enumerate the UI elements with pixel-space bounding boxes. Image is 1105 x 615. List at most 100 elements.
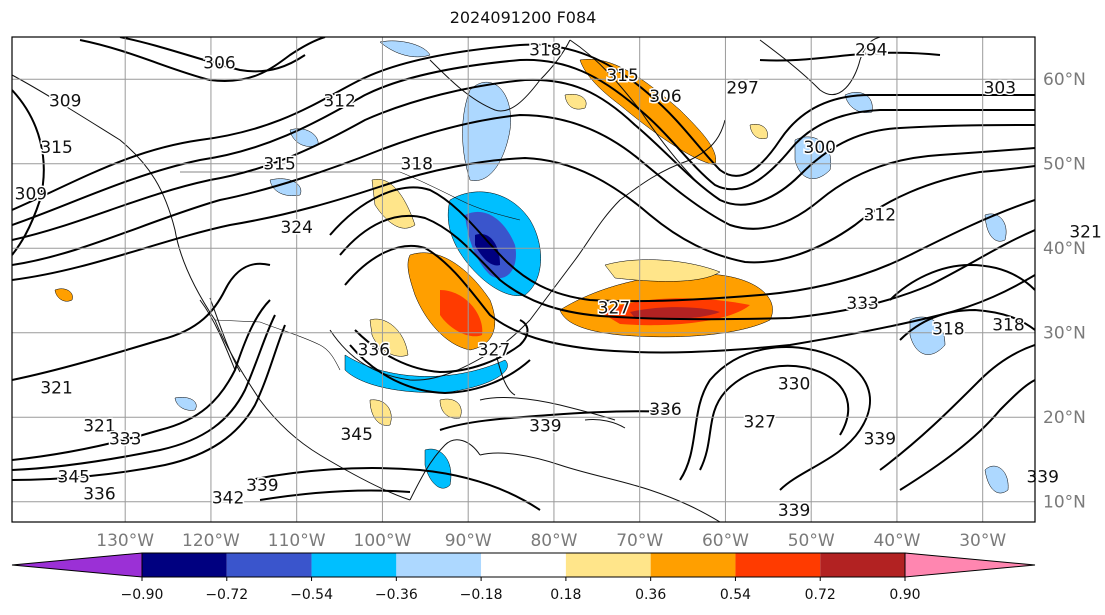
lon-tick-label: 70°W — [616, 531, 663, 551]
shade-navy-ne — [475, 234, 500, 266]
contour-label: 318 — [401, 155, 433, 175]
contour-carib-1 — [439, 410, 671, 431]
contour-label: 327 — [598, 298, 630, 318]
lon-tick-label: 110°W — [268, 531, 326, 551]
colorbar-segment — [142, 553, 227, 577]
colorbar — [11, 552, 1036, 578]
contour-label: 297 — [726, 79, 758, 99]
contour-sub-1 — [12, 262, 271, 381]
shade-lightblue-pac — [174, 397, 197, 411]
colorbar-segment — [735, 553, 821, 577]
contour-label: 309 — [15, 184, 47, 204]
graticule — [12, 37, 1035, 522]
lon-tick-label: 30°W — [959, 531, 1006, 551]
contour-label: 336 — [358, 341, 390, 361]
contour-label: 327 — [744, 412, 776, 432]
shade-lightblue-carib — [424, 448, 452, 489]
contour-jet-2 — [12, 58, 1035, 226]
contour-label: 318 — [992, 315, 1024, 335]
shade-yellow-carib — [369, 399, 392, 426]
colorbar-tick-label: −0.18 — [460, 587, 503, 603]
contour-trough — [329, 186, 1035, 303]
contour-jet-3 — [12, 78, 1035, 241]
shade-orange-pac — [54, 288, 73, 302]
height-contours — [12, 37, 1035, 511]
lat-tick-label: 50°N — [1043, 155, 1086, 175]
contour-sub-4 — [12, 324, 286, 481]
contour-atl-6 — [899, 308, 1035, 341]
contour-nw-1 — [12, 89, 45, 256]
contour-label: 345 — [58, 467, 90, 487]
contour-label: 330 — [778, 374, 810, 394]
map-title: 2024091200 F084 — [449, 8, 597, 27]
colorbar-tick-label: 0.72 — [805, 587, 836, 603]
contour-greenland — [759, 51, 941, 62]
contour-label: 321 — [40, 379, 72, 399]
shade-lightblue-ne — [462, 81, 511, 181]
colorbar-segment — [820, 553, 905, 577]
coast-west-na — [12, 74, 411, 501]
colorbar-segment — [565, 553, 651, 577]
contour-label: 321 — [83, 417, 115, 437]
coast-hudson — [429, 39, 571, 112]
lon-tick-label: 100°W — [354, 531, 412, 551]
border-us-canada — [180, 171, 521, 221]
shade-yellow-us2 — [369, 318, 409, 357]
lat-tick-label: 20°N — [1043, 408, 1086, 428]
contour-label: 321 — [1069, 222, 1101, 242]
lon-tick-label: 50°W — [788, 531, 835, 551]
lon-tick-label: 40°W — [873, 531, 920, 551]
coast-baja — [199, 297, 241, 373]
anomaly-shading — [54, 40, 1009, 494]
contour-label: 306 — [203, 53, 235, 73]
contour-label: 312 — [864, 205, 896, 225]
contour-sub-3 — [12, 314, 276, 471]
lon-tick-label: 60°W — [702, 531, 749, 551]
contour-carib-2 — [249, 467, 541, 511]
contour-atl-2 — [699, 364, 850, 471]
contour-label: 333 — [109, 429, 141, 449]
contour-trough-2 — [339, 214, 1035, 321]
shade-lightblue-east2 — [844, 92, 873, 113]
contour-label: 339 — [864, 429, 896, 449]
contour-label: 303 — [984, 79, 1016, 99]
shade-yellow-ne2 — [564, 94, 587, 110]
shade-lightblue-nw2 — [269, 178, 302, 196]
shade-lightblue-green — [379, 40, 431, 58]
contour-atl-5 — [889, 263, 1035, 301]
lat-tick-label: 60°N — [1043, 70, 1086, 90]
coast-central-am — [409, 439, 481, 501]
shade-red-us — [440, 290, 483, 337]
shade-yellow-carib2 — [439, 398, 462, 419]
colorbar-segment — [396, 553, 482, 577]
contour-atl-3 — [879, 344, 1035, 471]
lat-tick-label: 40°N — [1043, 239, 1086, 259]
shade-darkred-jet — [630, 307, 720, 320]
contour-label: 318 — [529, 41, 561, 61]
contour-label: 339 — [529, 417, 561, 437]
contour-gulf-loop-2 — [349, 344, 531, 395]
coast-gulf — [329, 319, 531, 381]
lat-tick-label: 30°N — [1043, 324, 1086, 344]
coast-greenland — [759, 37, 881, 96]
colorbar-frame — [141, 552, 906, 578]
contour-label: 312 — [323, 91, 355, 111]
colorbar-tick-label: 0.54 — [720, 587, 751, 603]
shade-lightblue-ea3 — [984, 465, 1009, 494]
contour-label: 336 — [649, 400, 681, 420]
contour-label: 342 — [212, 488, 244, 508]
contour-label: 336 — [83, 484, 115, 504]
lon-tick-label: 120°W — [182, 531, 240, 551]
colorbar-tick-label: −0.90 — [121, 587, 164, 603]
contour-label: 339 — [778, 501, 810, 521]
shade-yellow-ea — [749, 124, 768, 139]
shade-lightblue-east — [794, 136, 832, 179]
contour-label: 309 — [49, 91, 81, 111]
coast-east-na — [529, 119, 726, 321]
border-us-mexico — [214, 319, 341, 371]
colorbar-segment — [481, 553, 566, 577]
coast-s-america — [479, 452, 721, 522]
colorbar-segment — [650, 553, 736, 577]
colorbar-tick-label: −0.72 — [205, 587, 248, 603]
